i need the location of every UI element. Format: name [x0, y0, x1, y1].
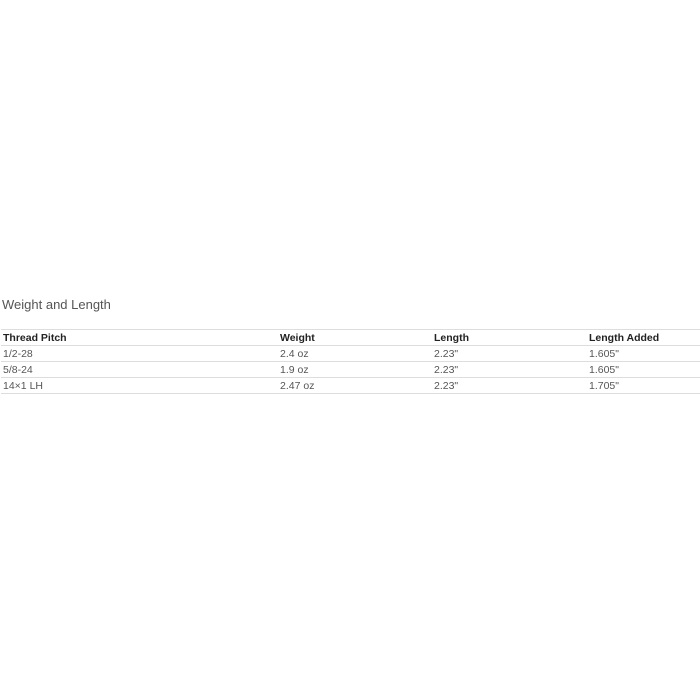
- section-title: Weight and Length: [2, 297, 111, 312]
- table-row: 5/8-24 1.9 oz 2.23" 1.605": [1, 361, 700, 378]
- cell-length: 2.23": [432, 345, 587, 362]
- table-header-row: Thread Pitch Weight Length Length Added: [1, 329, 700, 346]
- specs-table: Thread Pitch Weight Length Length Added …: [1, 329, 700, 394]
- cell-length-added: 1.605": [587, 345, 700, 362]
- cell-thread-pitch: 1/2-28: [1, 345, 278, 362]
- cell-length-added: 1.705": [587, 377, 700, 394]
- header-weight: Weight: [278, 329, 432, 346]
- header-length: Length: [432, 329, 587, 346]
- cell-length: 2.23": [432, 361, 587, 378]
- table-row: 1/2-28 2.4 oz 2.23" 1.605": [1, 345, 700, 362]
- cell-length: 2.23": [432, 377, 587, 394]
- cell-weight: 2.4 oz: [278, 345, 432, 362]
- header-length-added: Length Added: [587, 329, 700, 346]
- cell-weight: 2.47 oz: [278, 377, 432, 394]
- header-thread-pitch: Thread Pitch: [1, 329, 278, 346]
- cell-weight: 1.9 oz: [278, 361, 432, 378]
- cell-thread-pitch: 14×1 LH: [1, 377, 278, 394]
- cell-length-added: 1.605": [587, 361, 700, 378]
- cell-thread-pitch: 5/8-24: [1, 361, 278, 378]
- table-row: 14×1 LH 2.47 oz 2.23" 1.705": [1, 377, 700, 394]
